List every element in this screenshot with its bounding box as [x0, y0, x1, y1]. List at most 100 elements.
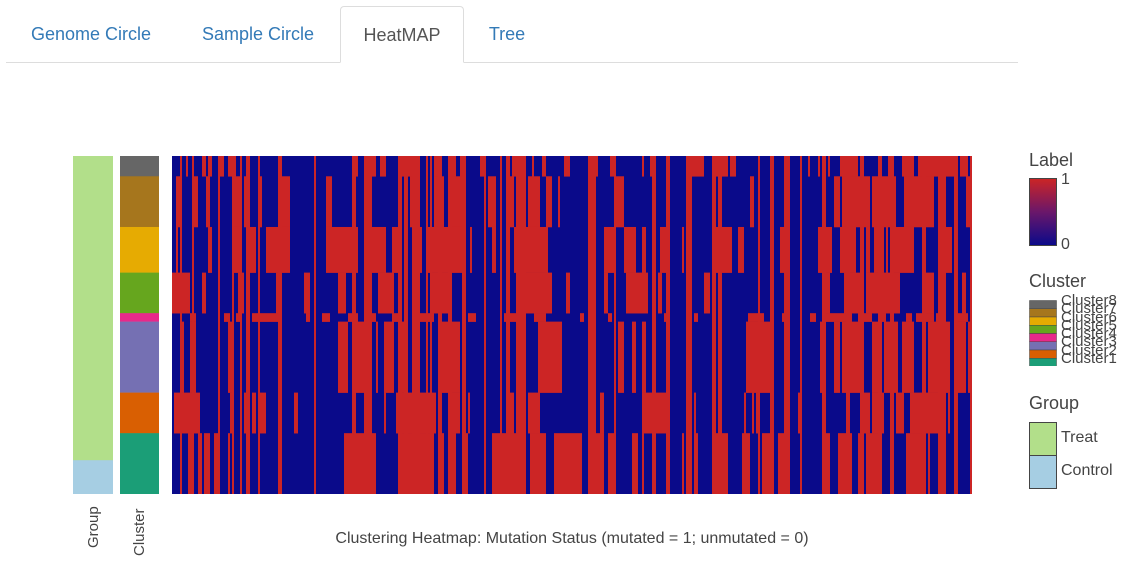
heatmap-cell — [642, 226, 646, 273]
heatmap-column-stripe — [246, 156, 248, 494]
heatmap-cell — [748, 313, 752, 322]
heatmap-cell — [392, 313, 398, 322]
heatmap-cell — [778, 433, 782, 494]
heatmap-column-stripe — [506, 156, 510, 494]
heatmap-column-stripe — [718, 156, 722, 494]
cluster-segment-cluster5 — [120, 272, 159, 314]
heatmap-cell — [566, 272, 570, 314]
heatmap-cell — [730, 156, 736, 177]
heatmap-cell — [650, 156, 652, 177]
cluster-segment-cluster3 — [120, 321, 159, 393]
heatmap-cell — [384, 392, 386, 434]
heatmap-cell — [850, 176, 854, 228]
heatmap-cell — [850, 226, 856, 273]
tab-genome-circle[interactable]: Genome Circle — [30, 24, 152, 44]
heatmap-cell — [190, 321, 192, 393]
heatmap-cell — [906, 433, 908, 494]
heatmap-cell — [250, 226, 256, 273]
heatmap-cell — [766, 433, 770, 494]
heatmap-cell — [564, 156, 570, 177]
heatmap-column-stripe — [500, 156, 502, 494]
tab-sample-circle[interactable]: Sample Circle — [201, 24, 315, 44]
heatmap-cell — [454, 433, 456, 494]
heatmap-cell — [868, 313, 872, 322]
group-track-label: Group — [85, 506, 102, 548]
label-legend-title: Label — [1029, 150, 1074, 170]
heatmap-column-stripe — [192, 156, 194, 494]
heatmap-cell — [190, 433, 192, 494]
heatmap-column-stripe — [588, 156, 590, 494]
heatmap-cell — [372, 156, 376, 177]
heatmap-cell — [874, 226, 880, 273]
legend-swatch-cluster3 — [1029, 341, 1057, 351]
heatmap-cell — [724, 433, 728, 494]
heatmap-cell — [546, 176, 552, 228]
heatmap-cell — [856, 272, 858, 314]
heatmap-cell — [864, 313, 868, 322]
heatmap-cell — [434, 392, 436, 434]
heatmap-cell — [888, 176, 890, 228]
heatmap-cell — [742, 433, 746, 494]
heatmap-cell — [538, 392, 540, 434]
heatmap-cell — [964, 156, 968, 177]
heatmap-cell — [434, 226, 438, 273]
tab-heatmap[interactable]: HeatMAP — [340, 6, 464, 63]
heatmap-cell — [480, 156, 484, 177]
heatmap-cell — [460, 156, 462, 177]
heatmap-cell — [964, 313, 968, 322]
cluster-legend-swatches — [1029, 300, 1057, 366]
heatmap-grid[interactable] — [172, 156, 972, 494]
heatmap-cell — [224, 313, 230, 322]
heatmap-cell — [746, 321, 750, 393]
group-segment-control — [73, 460, 113, 494]
heatmap-cell — [406, 156, 412, 177]
heatmap-cell — [962, 272, 966, 314]
heatmap-cell — [604, 272, 606, 314]
heatmap-cell — [824, 313, 850, 322]
heatmap-cell — [642, 321, 646, 393]
cluster-segment-cluster7 — [120, 176, 159, 228]
heatmap-cell — [852, 321, 858, 393]
heatmap-column-stripe — [954, 156, 958, 494]
heatmap-cell — [948, 226, 952, 273]
heatmap-cell — [528, 392, 532, 434]
heatmap-cell — [294, 392, 298, 434]
heatmap-cell — [902, 321, 908, 393]
heatmap-cell — [450, 176, 456, 228]
legend-item-control: Control — [1061, 462, 1113, 479]
heatmap-cell — [188, 433, 190, 494]
heatmap-cell — [694, 392, 696, 434]
heatmap-cell — [888, 156, 890, 177]
heatmap-cell — [658, 272, 662, 314]
heatmap-cell — [322, 313, 328, 322]
heatmap-cell — [532, 176, 534, 228]
heatmap-cell — [456, 176, 460, 228]
heatmap-cell — [872, 176, 878, 228]
heatmap-cell — [304, 272, 310, 314]
legend-item-cluster1: Cluster1 — [1061, 349, 1117, 367]
tab-tree[interactable]: Tree — [488, 24, 526, 44]
group-legend-title: Group — [1029, 393, 1080, 413]
heatmap-cell — [454, 321, 460, 393]
heatmap-cell — [828, 156, 830, 177]
heatmap-cell — [948, 392, 950, 434]
heatmap-cell — [600, 433, 604, 494]
heatmap-column-stripe — [938, 156, 942, 494]
heatmap-column-stripe — [516, 156, 520, 494]
legend-swatch-cluster8 — [1029, 300, 1057, 309]
heatmap-cell — [606, 272, 608, 314]
heatmap-column-stripe — [688, 156, 692, 494]
heatmap-cell — [682, 226, 684, 273]
heatmap-column-stripe — [822, 156, 826, 494]
heatmap-cell — [840, 226, 850, 273]
heatmap-cell — [886, 226, 888, 273]
heatmap-cell — [914, 176, 922, 228]
heatmap-cell — [538, 321, 562, 393]
heatmap-cell — [808, 156, 810, 177]
heatmap-cell — [726, 226, 732, 273]
heatmap-cell — [694, 313, 698, 322]
heatmap-cell — [510, 392, 514, 434]
heatmap-cell — [824, 433, 830, 494]
heatmap-cell — [642, 433, 644, 494]
heatmap-cell — [390, 321, 394, 393]
